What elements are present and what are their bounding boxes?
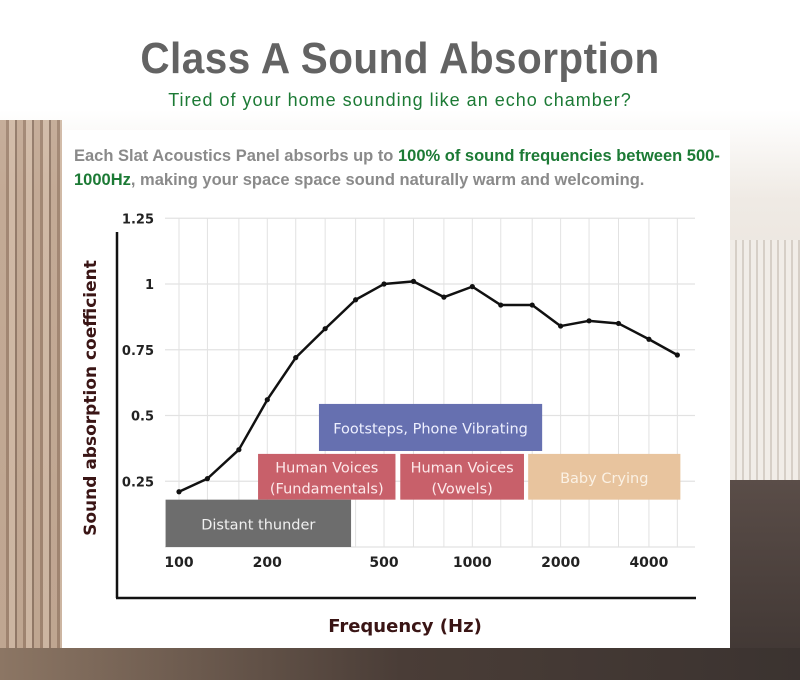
data-point <box>176 489 182 495</box>
y-tick-label: 0.75 <box>122 344 154 359</box>
band-box <box>528 453 681 500</box>
band-label: Footsteps, Phone Vibrating <box>333 421 528 437</box>
frequency-bands: Footsteps, Phone Vibrating Human Voices (F… <box>165 403 681 547</box>
y-tick-label: 1 <box>145 278 154 293</box>
band-label: (Vowels) <box>431 481 492 497</box>
y-tick-label: 1.25 <box>122 212 154 227</box>
y-axis-label: Sound absorption coefficient <box>81 260 101 536</box>
x-tick-label: 1000 <box>453 555 492 571</box>
band-box <box>258 453 396 500</box>
data-point <box>410 278 417 284</box>
band-box <box>318 403 543 452</box>
data-point <box>586 318 592 324</box>
data-point <box>204 476 211 482</box>
background-wood-slats <box>0 120 62 680</box>
x-tick-label: 200 <box>253 555 282 571</box>
data-point <box>293 355 299 361</box>
page-title: Class A Sound Absorption <box>140 34 660 83</box>
data-point <box>236 447 242 453</box>
band-box <box>400 453 524 500</box>
band-label: (Fundamentals) <box>270 481 384 497</box>
data-point <box>469 284 475 290</box>
band-label: Human Voices <box>411 460 514 476</box>
x-tick-label: 500 <box>369 555 398 571</box>
background-floor <box>0 648 800 680</box>
y-tick-label: 0.5 <box>131 410 154 425</box>
band-box <box>165 499 352 547</box>
band-label: Distant thunder <box>201 517 315 533</box>
data-point <box>646 336 652 342</box>
desc-highlight: 100% of sound frequencies between 500-10… <box>74 147 720 189</box>
x-tick-label: 4000 <box>629 555 668 571</box>
data-point <box>264 397 270 403</box>
x-axis-label: Frequency (Hz) <box>328 616 482 637</box>
tick-labels: 0.25 0.5 0.75 1 1.25 100 200 500 1000 2000 4000 <box>122 212 669 571</box>
desc-text-1: Each Slat Acoustics Panel absorbs up to <box>74 147 398 165</box>
data-point <box>353 297 359 303</box>
band-label: Human Voices <box>275 460 378 476</box>
data-point <box>615 320 622 327</box>
description: Each Slat Acoustics Panel absorbs up to … <box>74 144 734 192</box>
band-label: Baby Crying <box>560 471 648 487</box>
series-polyline <box>178 280 678 493</box>
x-tick-label: 100 <box>164 555 193 571</box>
data-point <box>381 281 387 287</box>
data-point <box>498 302 504 308</box>
data-point <box>558 323 564 329</box>
series-line <box>176 278 680 495</box>
data-point <box>322 326 328 332</box>
data-point <box>674 352 680 358</box>
subtitle: Tired of your home sounding like an echo… <box>168 90 632 110</box>
x-tick-label: 2000 <box>541 555 580 571</box>
data-point <box>529 302 535 308</box>
data-point <box>441 294 447 300</box>
desc-text-2: , making your space space sound naturall… <box>130 171 645 189</box>
y-tick-label: 0.25 <box>122 475 154 490</box>
background-sofa <box>730 480 800 680</box>
